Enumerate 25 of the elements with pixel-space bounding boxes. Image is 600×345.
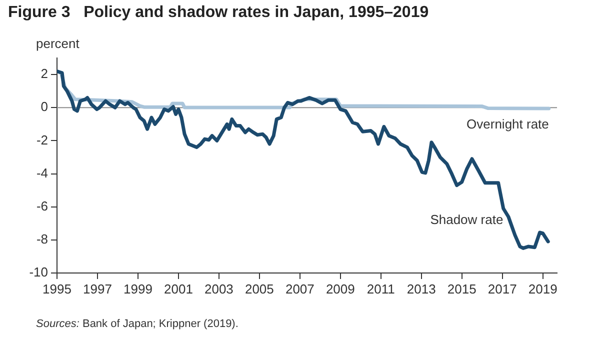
y-tick-label: -2 <box>36 132 48 148</box>
series-label: Overnight rate <box>466 116 549 132</box>
x-tick-label: 1999 <box>124 281 152 296</box>
y-tick-label: -8 <box>36 232 48 246</box>
x-tick-label: 1997 <box>83 281 112 296</box>
y-tick-label: -4 <box>36 165 48 180</box>
x-tick-label: 2009 <box>326 281 355 296</box>
x-tick-label: 2013 <box>406 281 436 296</box>
x-tick-label: 2007 <box>285 281 314 296</box>
chart-title: Figure 3 Policy and shadow rates in Japan, 1995–2019 <box>8 4 429 22</box>
y-tick-label: -10 <box>29 264 48 280</box>
x-tick-label: 2003 <box>204 281 234 296</box>
x-tick-label: 1995 <box>42 281 72 296</box>
y-axis-title: percent <box>36 36 80 51</box>
x-tick-label: 2019 <box>528 281 558 296</box>
x-tick-label: 2001 <box>164 281 193 296</box>
x-tick-label: 2005 <box>244 281 274 296</box>
source-note: Sources: Bank of Japan; Krippner (2019). <box>36 318 238 330</box>
series-label: Shadow rate <box>430 212 504 227</box>
y-tick-label: 2 <box>40 66 48 82</box>
x-tick-label: 2017 <box>488 281 517 296</box>
y-tick-label: -6 <box>36 198 48 214</box>
x-tick-label: 2011 <box>366 281 395 296</box>
x-tick-label: 2015 <box>447 281 476 296</box>
y-tick-label: 0 <box>40 99 48 114</box>
